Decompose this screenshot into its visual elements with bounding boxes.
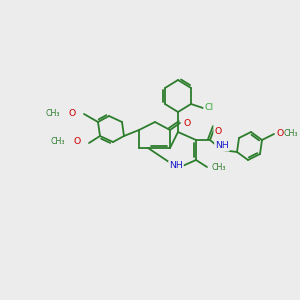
Text: NH: NH: [215, 142, 229, 151]
Text: O: O: [183, 118, 190, 127]
Text: CH₃: CH₃: [284, 130, 298, 139]
Text: O: O: [214, 127, 222, 136]
Text: CH₃: CH₃: [46, 109, 60, 118]
Text: CH₃: CH₃: [50, 137, 65, 146]
Text: CH₃: CH₃: [212, 163, 226, 172]
Text: O: O: [68, 109, 76, 118]
Text: NH: NH: [169, 161, 183, 170]
Text: O: O: [276, 130, 284, 139]
Text: O: O: [183, 118, 190, 127]
Text: O: O: [214, 127, 222, 136]
Text: Cl: Cl: [204, 103, 214, 112]
Text: NH: NH: [215, 142, 229, 151]
Text: Cl: Cl: [204, 103, 214, 112]
Text: O: O: [74, 137, 81, 146]
Text: NH: NH: [169, 161, 183, 170]
